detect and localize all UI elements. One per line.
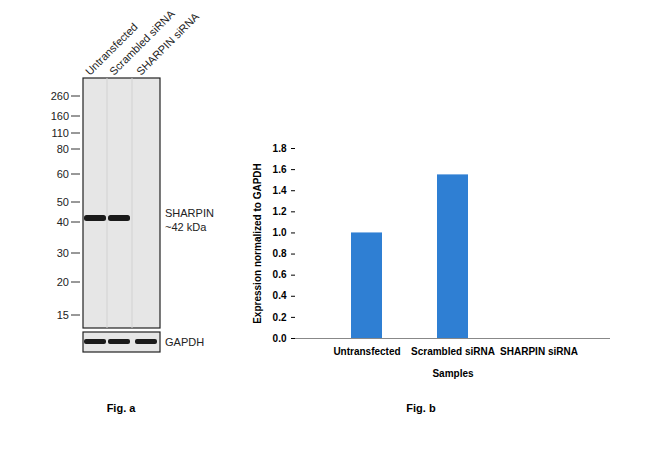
svg-text:0.8: 0.8 — [273, 248, 287, 259]
svg-text:15: 15 — [57, 309, 69, 321]
svg-text:Scrambled siRNA: Scrambled siRNA — [411, 346, 495, 357]
svg-text:GAPDH: GAPDH — [165, 336, 204, 348]
svg-text:Samples: Samples — [432, 368, 474, 379]
svg-text:0.2: 0.2 — [273, 312, 287, 323]
svg-text:110: 110 — [51, 127, 69, 139]
svg-text:80: 80 — [57, 143, 69, 155]
svg-text:1.6: 1.6 — [273, 164, 287, 175]
svg-text:SHARPIN: SHARPIN — [165, 207, 214, 219]
svg-text:0.0: 0.0 — [273, 333, 287, 344]
svg-text:SHARPIN siRNA: SHARPIN siRNA — [500, 346, 578, 357]
svg-text:20: 20 — [57, 276, 69, 288]
svg-text:1.2: 1.2 — [273, 206, 287, 217]
svg-text:1.4: 1.4 — [273, 185, 287, 196]
svg-text:30: 30 — [57, 247, 69, 259]
svg-text:1.0: 1.0 — [273, 227, 287, 238]
svg-text:50: 50 — [57, 196, 69, 208]
svg-text:0.4: 0.4 — [273, 290, 287, 301]
svg-text:SHARPIN siRNA: SHARPIN siRNA — [134, 10, 202, 78]
svg-text:1.8: 1.8 — [273, 143, 287, 154]
html-text:Fig. b: Fig. b — [406, 402, 436, 414]
svg-text:160: 160 — [51, 110, 69, 122]
svg-text:60: 60 — [57, 168, 69, 180]
svg-text:Scrambled siRNA: Scrambled siRNA — [106, 7, 177, 78]
svg-text:Expression normalized to GAPDH: Expression normalized to GAPDH — [252, 163, 263, 324]
svg-text:~42 kDa: ~42 kDa — [165, 221, 207, 233]
svg-text:Untransfected: Untransfected — [333, 346, 400, 357]
svg-text:40: 40 — [57, 216, 69, 228]
html-text:Fig. a: Fig. a — [106, 402, 136, 414]
svg-text:Untransfected: Untransfected — [82, 20, 140, 78]
svg-text:260: 260 — [51, 90, 69, 102]
svg-text:0.6: 0.6 — [273, 269, 287, 280]
